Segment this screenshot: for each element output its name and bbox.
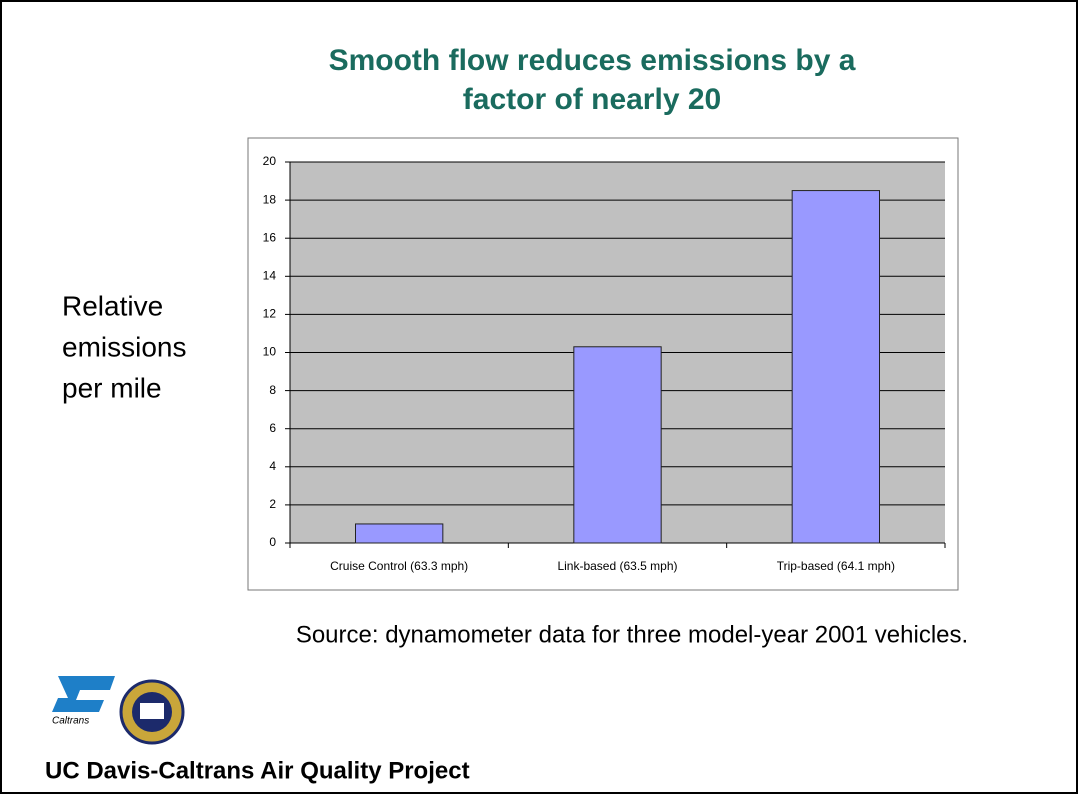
chart-title: factor of nearly 20: [463, 83, 721, 116]
source-note: Source: dynamometer data for three model…: [296, 621, 968, 648]
y-tick-label: 18: [263, 192, 277, 206]
x-tick-label: Cruise Control (63.3 mph): [330, 559, 468, 573]
logo-text: Caltrans: [52, 716, 89, 727]
logo-shape: [52, 676, 115, 712]
chart-title: Smooth flow reduces emissions by a: [329, 44, 856, 77]
footer: UC Davis-Caltrans Air Quality Project: [45, 757, 470, 784]
bar: [355, 523, 444, 544]
y-tick-label: 2: [269, 497, 276, 511]
y-tick-label: 12: [263, 307, 277, 321]
y-tick-label: 8: [269, 383, 276, 397]
y-tick-label: 14: [263, 268, 277, 282]
y-tick-label: 16: [263, 230, 277, 244]
y-tick-label: 0: [269, 535, 276, 549]
x-tick-label: Link-based (63.5 mph): [557, 559, 677, 573]
y-tick-label: 20: [263, 154, 277, 168]
y-tick-label: 10: [263, 345, 277, 359]
y-axis-label: emissions: [62, 331, 186, 362]
bar: [573, 346, 662, 544]
y-tick-label: 4: [269, 459, 276, 473]
x-tick-label: Trip-based (64.1 mph): [777, 559, 895, 573]
seal-book: [140, 703, 164, 719]
y-tick-label: 6: [269, 421, 276, 435]
y-axis-label: per mile: [62, 372, 162, 403]
uc-seal: [119, 679, 185, 745]
caltrans-logo: Caltrans: [52, 676, 115, 727]
bar: [791, 190, 881, 544]
y-axis-label: Relative: [62, 290, 163, 321]
